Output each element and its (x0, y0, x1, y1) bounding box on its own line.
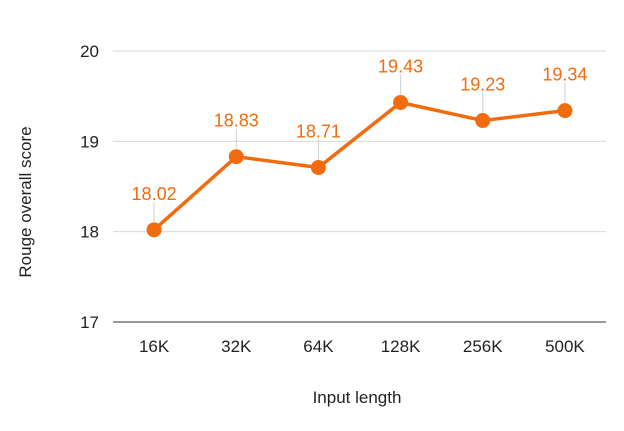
x-axis-ticks: 16K 32K 64K 128K 256K 500K (139, 337, 585, 356)
x-tick-label: 128K (381, 337, 421, 356)
data-point (310, 160, 326, 176)
series-layer (146, 94, 573, 238)
data-label: 19.23 (460, 75, 505, 95)
data-point (393, 94, 409, 110)
data-point (146, 222, 162, 238)
data-label: 19.43 (378, 56, 423, 76)
y-axis-ticks: 17 18 19 20 (80, 42, 99, 332)
y-tick-label: 20 (80, 42, 99, 61)
data-label: 18.71 (296, 122, 341, 142)
gridlines (113, 50, 606, 323)
x-axis-title: Input length (313, 388, 402, 407)
series-line (152, 100, 566, 232)
x-tick-label: 64K (303, 337, 334, 356)
data-labels: 18.02 18.83 18.71 19.43 19.23 19.34 (132, 56, 587, 222)
data-label: 19.34 (542, 65, 587, 85)
x-tick-label: 32K (221, 337, 252, 356)
data-point (475, 113, 491, 129)
x-tick-label: 16K (139, 337, 170, 356)
y-tick-label: 17 (80, 313, 99, 332)
data-label: 18.83 (214, 111, 259, 131)
y-tick-label: 19 (80, 132, 99, 151)
x-tick-label: 256K (463, 337, 503, 356)
y-axis-title: Rouge overall score (16, 126, 35, 277)
data-point (557, 103, 573, 119)
x-tick-label: 500K (545, 337, 585, 356)
data-point (228, 149, 244, 165)
data-label: 18.02 (132, 184, 177, 204)
y-tick-label: 18 (80, 223, 99, 242)
